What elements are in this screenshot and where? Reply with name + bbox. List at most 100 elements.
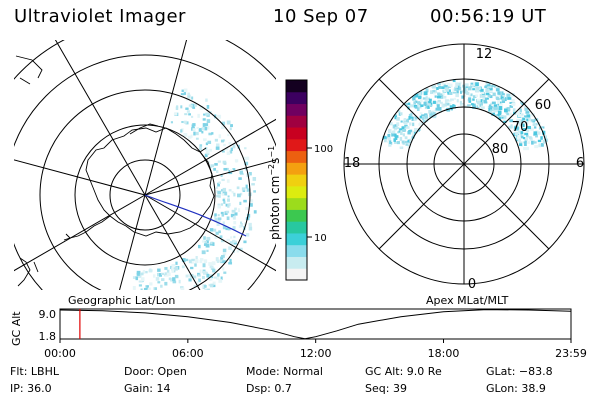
aurora-pixel — [147, 287, 151, 290]
aurora-pixel — [441, 105, 445, 108]
aurora-pixel — [229, 127, 232, 131]
aurora-pixel — [228, 142, 232, 145]
aurora-pixel — [208, 283, 211, 287]
colorbar-cell — [286, 197, 307, 210]
aurora-pixel — [168, 277, 172, 281]
aurora-pixel — [229, 258, 232, 263]
aurora-pixel — [222, 248, 227, 253]
aurora-pixel — [533, 141, 537, 144]
aurora-pixel — [452, 79, 456, 83]
aurora-pixel — [244, 222, 247, 226]
aurora-pixel — [414, 106, 418, 109]
aurora-pixel — [222, 160, 227, 164]
aurora-pixel — [213, 276, 217, 279]
aurora-pixel — [518, 143, 523, 147]
aurora-pixel — [216, 170, 219, 174]
aurora-pixel — [522, 123, 525, 127]
aurora-pixel — [430, 102, 433, 107]
aurora-pixel — [510, 94, 513, 98]
aurora-pixel — [399, 146, 403, 149]
south-america-tip — [17, 257, 39, 287]
colorbar-cell — [286, 232, 307, 246]
aurora-pixel — [445, 102, 450, 106]
info-key: Seq: — [365, 382, 390, 395]
aurora-pixel — [385, 137, 389, 140]
aurora-pixel — [217, 219, 221, 223]
aurora-pixel — [522, 136, 526, 140]
aurora-pixel — [456, 99, 459, 103]
info-value: LBHL — [27, 365, 59, 378]
aurora-pixel — [497, 91, 501, 95]
aurora-pixel — [232, 216, 236, 220]
aurora-pixel — [138, 284, 142, 287]
colorbar-cell — [286, 162, 307, 175]
aurora-pixel — [404, 121, 408, 126]
aurora-pixel — [228, 189, 232, 192]
aurora-pixel — [196, 126, 200, 129]
aurora-pixel — [164, 272, 168, 275]
aurora-pixel — [540, 136, 543, 140]
aurora-pixel — [181, 120, 184, 124]
aurora-pixel — [459, 100, 462, 105]
aurora-pixel — [198, 128, 202, 132]
aurora-pixel — [199, 146, 202, 151]
aurora-pixel — [441, 104, 444, 107]
aurora-pixel — [221, 203, 224, 206]
colorbar-cell — [286, 80, 307, 93]
aurora-pixel — [429, 114, 433, 118]
aurora-pixel — [472, 95, 477, 99]
aurora-pixel — [172, 280, 177, 284]
aurora-pixel — [520, 101, 524, 104]
aurora-pixel — [240, 223, 244, 227]
info-field: GLon: 38.9 — [486, 382, 546, 395]
aurora-pixel — [500, 96, 504, 100]
aurora-pixel — [220, 174, 223, 177]
aurora-pixel — [405, 143, 409, 146]
aurora-pixel — [514, 131, 519, 136]
aurora-pixel — [225, 203, 228, 207]
aurora-pixel — [190, 115, 194, 118]
aurora-pixel — [243, 156, 247, 160]
info-field: Flt: LBHL — [10, 365, 59, 378]
aurora-pixel — [202, 270, 207, 275]
aurora-pixel — [403, 119, 408, 124]
aurora-pixel — [525, 134, 529, 138]
colorbar-cell — [286, 150, 307, 163]
aurora-pixel — [485, 92, 490, 95]
aurora-pixel — [407, 131, 411, 135]
aurora-pixel — [538, 143, 542, 148]
aurora-pixel — [205, 112, 209, 116]
aurora-pixel — [504, 108, 508, 113]
meridian-line — [144, 40, 188, 196]
aurora-pixel — [157, 281, 161, 284]
aurora-pixel — [429, 98, 432, 102]
aurora-pixel — [222, 225, 227, 230]
aurora-pixel — [475, 82, 479, 87]
meridian-line — [144, 118, 276, 196]
aurora-pixel — [470, 82, 474, 86]
aurora-pixel — [499, 115, 504, 118]
altitude-xtick-label: 23:59 — [555, 347, 587, 360]
aurora-pixel — [423, 91, 428, 96]
aurora-pixel — [437, 107, 442, 111]
altitude-xtick-label: 12:00 — [300, 347, 332, 360]
colorbar-tick-label: 10 — [314, 233, 327, 244]
aurora-pixel — [424, 114, 429, 119]
aurora-pixel — [204, 289, 208, 290]
aurora-pixel — [142, 270, 146, 274]
aurora-pixel — [239, 170, 244, 175]
aurora-pixel — [226, 238, 230, 241]
aurora-pixel — [475, 86, 479, 91]
aurora-pixel — [455, 82, 459, 86]
aurora-pixel — [439, 93, 443, 97]
aurora-pixel — [204, 153, 208, 158]
aurora-pixel — [227, 133, 230, 137]
aurora-pixel — [214, 138, 218, 142]
aurora-pixel — [407, 144, 411, 148]
aurora-pixel — [170, 121, 174, 124]
aurora-pixel — [432, 85, 436, 89]
aurora-pixel — [238, 177, 242, 180]
aurora-pixel — [438, 86, 442, 89]
aurora-pixel — [488, 107, 491, 112]
